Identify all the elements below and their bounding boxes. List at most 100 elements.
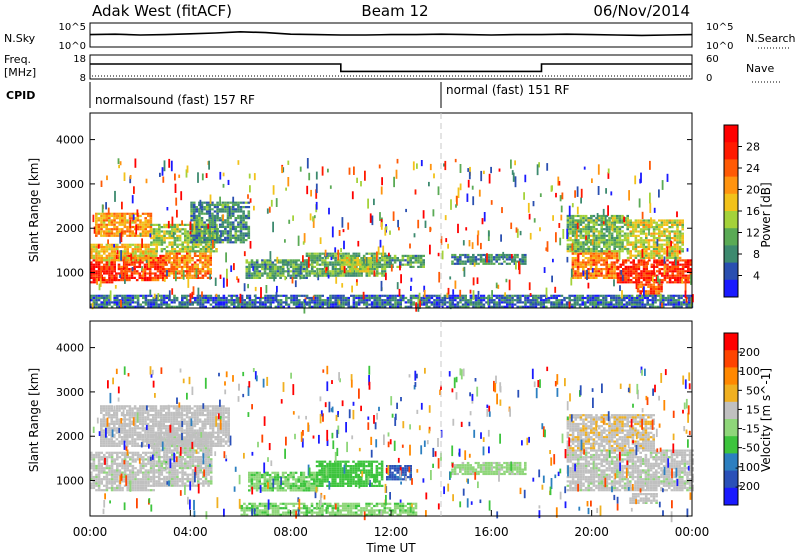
rti-cell xyxy=(199,234,203,237)
rti-cell xyxy=(316,296,319,300)
rti-cell xyxy=(152,254,155,257)
rti-scatter-cell xyxy=(101,204,104,213)
rti-cell xyxy=(201,257,205,260)
rti-cell xyxy=(297,272,301,275)
rti-cell xyxy=(529,303,532,306)
rti-cell xyxy=(160,226,164,229)
rti-cell xyxy=(584,301,587,304)
rti-cell xyxy=(637,241,640,244)
rti-cell xyxy=(121,230,124,233)
rti-scatter-cell xyxy=(478,189,481,197)
rti-cell xyxy=(239,223,243,226)
rti-cell xyxy=(676,250,679,253)
rti-cell xyxy=(364,259,367,262)
rti-scatter-cell xyxy=(264,263,267,269)
rti-cell xyxy=(633,296,636,300)
rti-cell xyxy=(201,274,205,277)
rti-cell xyxy=(409,296,413,300)
rti-cell xyxy=(113,225,116,229)
rti-cell xyxy=(587,217,590,220)
rti-cell xyxy=(623,221,627,224)
rti-cell xyxy=(370,268,374,271)
rti-cell xyxy=(115,232,119,235)
rti-cell xyxy=(362,254,366,257)
rti-scatter-cell xyxy=(341,283,344,288)
rti-cell xyxy=(679,263,682,266)
rti-cell xyxy=(128,261,131,264)
rti-cell xyxy=(604,296,608,300)
rti-cell xyxy=(148,279,152,282)
rti-scatter-cell xyxy=(134,158,137,168)
rti-cell xyxy=(490,296,493,300)
rti-cell xyxy=(209,270,212,273)
rti-cell xyxy=(669,301,673,304)
rti-cell xyxy=(170,270,173,273)
rti-cell xyxy=(664,303,668,306)
rti-cell xyxy=(226,217,230,220)
rti-cell xyxy=(636,294,639,297)
rti-cell xyxy=(231,236,235,239)
rti-cell xyxy=(360,274,363,277)
rti-cell xyxy=(370,252,374,255)
rti-cell xyxy=(671,248,674,251)
rti-cell xyxy=(161,261,165,264)
rti-cell xyxy=(95,232,98,235)
rti-cell xyxy=(655,248,658,251)
rti-cell xyxy=(131,250,135,253)
rti-cell xyxy=(334,274,337,277)
rti-cell xyxy=(347,272,350,275)
rti-cell xyxy=(129,299,132,302)
rti-cell xyxy=(635,272,638,275)
rti-cell xyxy=(621,217,624,220)
rti-cell xyxy=(383,299,387,302)
rti-cell xyxy=(213,217,217,220)
rti-cell xyxy=(574,223,577,226)
rti-cell xyxy=(142,294,145,297)
rti-cell xyxy=(203,230,206,233)
rti-scatter-cell xyxy=(276,285,278,293)
rti-cell xyxy=(95,254,98,257)
rti-cell xyxy=(208,210,212,213)
rti-cell xyxy=(637,234,640,237)
rti-cell xyxy=(231,203,235,206)
rti-cell xyxy=(684,265,687,268)
rti-cell xyxy=(129,245,132,249)
rti-cell xyxy=(224,210,227,213)
rti-cell xyxy=(660,250,664,253)
rti-cell xyxy=(671,237,674,240)
rti-cell xyxy=(373,265,376,268)
rti-cell xyxy=(626,256,630,259)
rti-cell xyxy=(584,274,588,277)
rti-cell xyxy=(224,230,227,233)
rti-cell xyxy=(237,214,240,217)
rti-cell xyxy=(295,294,298,297)
rti-cell xyxy=(181,250,184,253)
rti-cell xyxy=(399,259,402,262)
rti-cell xyxy=(130,272,134,275)
rti-scatter-cell xyxy=(319,237,322,245)
rti-cell xyxy=(590,217,593,220)
rti-cell xyxy=(227,294,231,297)
rti-cell xyxy=(655,250,658,253)
rti-cell xyxy=(102,232,106,235)
rti-cell xyxy=(295,303,298,306)
rti-cell xyxy=(331,301,335,304)
rti-cell xyxy=(156,257,160,260)
rti-cell xyxy=(646,301,649,304)
rti-cell xyxy=(160,243,164,246)
rti-cell xyxy=(632,241,635,244)
rti-cell xyxy=(248,272,251,275)
rti-cell xyxy=(487,253,491,257)
rti-cell xyxy=(495,303,499,306)
rti-cell xyxy=(184,239,187,242)
rti-cell xyxy=(195,214,199,217)
rti-cell xyxy=(154,261,157,264)
rti-cell xyxy=(532,305,535,308)
rti-cell xyxy=(591,305,595,308)
rti-cell xyxy=(181,228,184,231)
rti-cell xyxy=(224,232,227,235)
rti-cell xyxy=(103,296,106,300)
rti-cell xyxy=(592,272,595,275)
rti-scatter-cell xyxy=(297,301,300,305)
rti-cell xyxy=(318,252,322,255)
